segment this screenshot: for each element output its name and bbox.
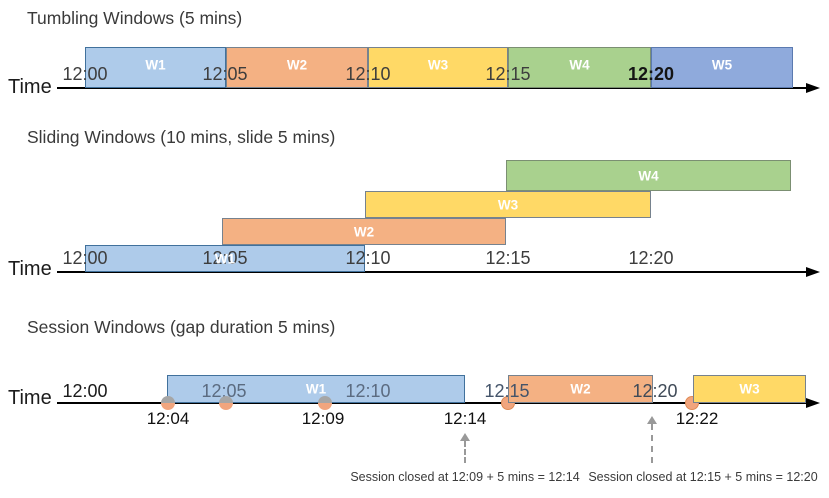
sliding-tick-12:10: 12:10 [345, 248, 391, 268]
tumbling-time-axis-label: Time [8, 76, 52, 98]
event-dot-12:05 [219, 396, 233, 410]
tumbling-window-bar-w4 [508, 47, 651, 88]
tumbling-tick-12:15: 12:15 [485, 64, 531, 84]
session-tick-12:05: 12:05 [201, 381, 247, 401]
event-dot-12:09 [318, 396, 332, 410]
sliding-axis-arrowhead-icon [806, 267, 820, 277]
tumbling-window-bar-w5 [651, 47, 793, 88]
session-window-bar-w2 [508, 375, 653, 403]
session-closed-annotation: Session closed at 12:09 + 5 mins = 12:14 [350, 470, 580, 484]
session-window-label-w1: W1 [305, 381, 327, 397]
session-window-bar-w1 [167, 375, 465, 403]
callout-arrow-up-icon [460, 433, 470, 441]
sliding-title: Sliding Windows (10 mins, slide 5 mins) [27, 127, 336, 147]
sliding-window-bar-w1 [85, 245, 365, 272]
sliding-time-axis [57, 271, 808, 273]
callout-arrow-up-icon [647, 416, 657, 424]
session-title: Session Windows (gap duration 5 mins) [27, 317, 336, 337]
event-time-label-12:09: 12:09 [301, 409, 345, 428]
session-tick-12:15: 12:15 [484, 381, 530, 401]
sliding-window-label-w3: W3 [497, 197, 519, 212]
sliding-time-axis-label: Time [8, 258, 52, 280]
tumbling-window-label-w3: W3 [427, 57, 449, 72]
sliding-tick-12:05: 12:05 [202, 248, 248, 268]
sliding-window-bar-w3 [365, 191, 651, 218]
session-tick-12:20: 12:20 [632, 381, 678, 401]
tumbling-tick-12:20: 12:20 [627, 64, 675, 84]
event-time-label-12:04: 12:04 [146, 409, 190, 428]
sliding-tick-12:00: 12:00 [62, 248, 108, 268]
tumbling-window-label-w1: W1 [145, 57, 166, 72]
session-tick-12:00: 12:00 [62, 381, 108, 401]
tumbling-tick-12:00: 12:00 [62, 64, 108, 84]
tumbling-window-bar-w3 [368, 47, 508, 88]
sliding-window-label-w4: W4 [638, 168, 659, 183]
session-time-axis [57, 402, 808, 404]
session-time-axis-label: Time [8, 387, 52, 409]
tumbling-window-label-w2: W2 [286, 57, 308, 72]
tumbling-window-label-w5: W5 [711, 57, 733, 72]
session-closed-annotation: Session closed at 12:15 + 5 mins = 12:20 [588, 470, 818, 484]
session-window-label-w2: W2 [570, 381, 591, 397]
tumbling-window-label-w4: W4 [569, 57, 590, 72]
tumbling-window-bar-w1 [85, 47, 226, 88]
event-time-label-12:22: 12:22 [675, 409, 719, 428]
tumbling-tick-12:10: 12:10 [345, 64, 391, 84]
callout-arrow-line [651, 424, 653, 463]
tumbling-time-axis [57, 87, 808, 89]
callout-arrow-line [464, 441, 466, 463]
session-window-bar-w3 [693, 375, 806, 403]
event-time-label-12:14: 12:14 [443, 409, 487, 428]
session-axis-arrowhead-icon [806, 398, 820, 408]
event-dot-12:04 [161, 396, 175, 410]
tumbling-title: Tumbling Windows (5 mins) [27, 8, 243, 28]
sliding-window-label-w1: W1 [214, 251, 236, 266]
tumbling-window-bar-w2 [226, 47, 368, 88]
sliding-tick-12:20: 12:20 [628, 248, 674, 268]
sliding-window-bar-w2 [222, 218, 506, 245]
sliding-tick-12:15: 12:15 [485, 248, 531, 268]
tumbling-axis-arrowhead-icon [806, 83, 820, 93]
session-window-label-w3: W3 [739, 381, 760, 397]
sliding-window-bar-w4 [506, 160, 791, 191]
sliding-window-label-w2: W2 [353, 224, 375, 239]
session-tick-12:10: 12:10 [345, 381, 391, 401]
tumbling-tick-12:05: 12:05 [202, 64, 248, 84]
